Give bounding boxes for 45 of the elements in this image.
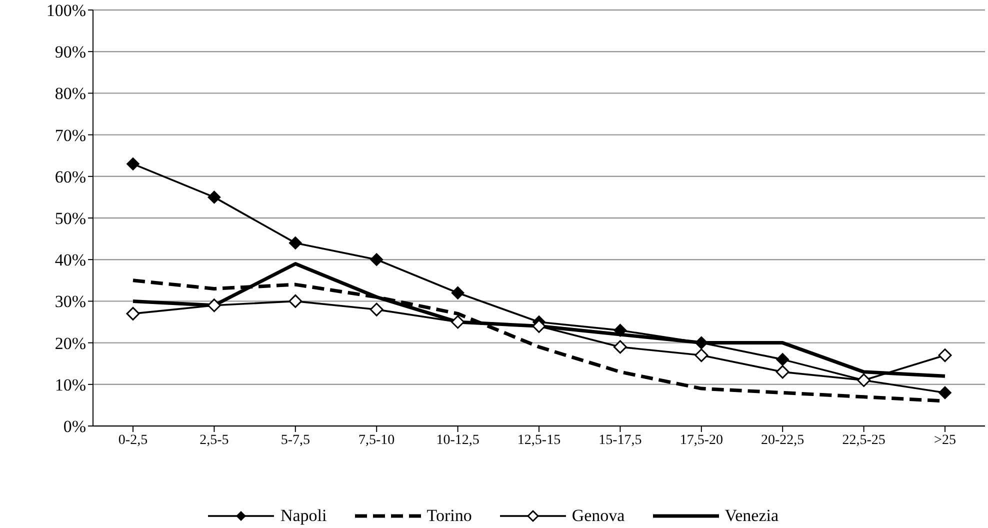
y-tick-label: 90%	[54, 42, 86, 62]
y-tick-label: 80%	[54, 84, 86, 104]
point	[207, 298, 221, 312]
y-tick-label: 50%	[54, 209, 86, 228]
point	[776, 352, 790, 366]
point	[288, 294, 302, 308]
point	[288, 236, 302, 250]
point	[126, 157, 140, 170]
x-tick-label: 7,5-10	[358, 432, 395, 448]
point	[126, 306, 140, 320]
x-tick-label: 5-7,5	[280, 432, 310, 448]
point	[532, 319, 546, 333]
point	[938, 386, 952, 400]
x-tick-label: 0-2,5	[118, 432, 148, 448]
y-tick-label: 70%	[54, 126, 86, 145]
point	[451, 286, 464, 300]
x-tick-label: 15-17,5	[598, 432, 642, 448]
point	[370, 302, 384, 316]
point	[694, 348, 708, 362]
y-tick-label: 60%	[54, 167, 86, 186]
x-tick-label: >25	[934, 432, 956, 448]
legend-label: Venezia	[724, 506, 779, 526]
legend-label: Torino	[426, 506, 472, 526]
x-tick-label: 2,5-5	[200, 432, 229, 448]
x-tick-label: 22,5-25	[842, 432, 886, 448]
x-tick-label: 20-22,5	[761, 432, 804, 448]
point	[938, 348, 952, 362]
point	[370, 253, 384, 266]
x-tick-label: 10-12,5	[436, 432, 480, 448]
point	[694, 336, 708, 350]
point	[614, 324, 627, 337]
legend-label: Napoli	[280, 506, 327, 526]
point	[613, 340, 627, 354]
y-tick-label: 30%	[54, 292, 86, 312]
y-tick-label: 40%	[54, 250, 86, 270]
x-tick-label: 17,5-20	[680, 432, 723, 448]
y-tick-label: 100%	[46, 1, 86, 20]
legend-label: Genova	[572, 506, 625, 526]
x-tick-label: 12,5-15	[517, 432, 561, 448]
y-tick-label: 10%	[54, 375, 86, 394]
y-tick-label: 0%	[63, 417, 86, 436]
point	[208, 190, 221, 204]
y-tick-label: 20%	[54, 334, 86, 353]
point	[776, 365, 790, 379]
point	[451, 315, 465, 329]
